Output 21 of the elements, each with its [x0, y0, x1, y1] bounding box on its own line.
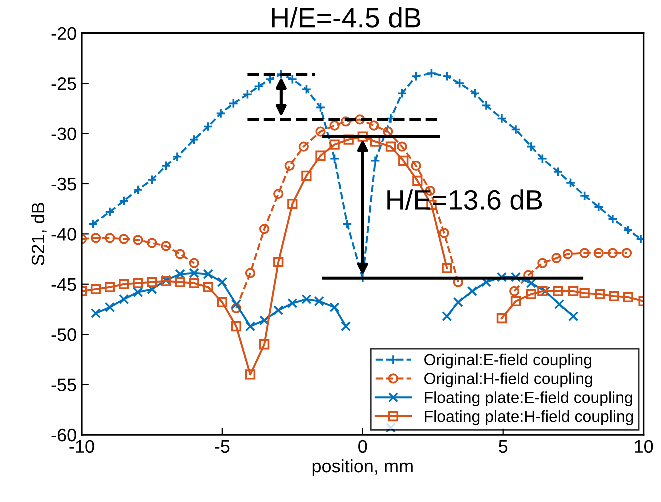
x-tick-label: -5	[215, 440, 230, 454]
legend-label: Original:H-field coupling	[424, 372, 592, 388]
x-tick-label: 5	[499, 440, 508, 454]
x-tick-label: -10	[70, 440, 94, 454]
legend-label: Floating plate:H-field coupling	[425, 410, 634, 426]
y-tick-label: -60	[52, 428, 76, 442]
x-axis-title: position, mm	[312, 459, 413, 476]
y-tick-label: -45	[52, 278, 76, 292]
legend-label: Floating plate:E-field coupling	[425, 392, 632, 407]
y-tick-label: -50	[52, 328, 76, 342]
y-tick-label: -35	[52, 178, 76, 191]
y-tick-label: -20	[52, 27, 76, 40]
y-tick-label: -40	[52, 228, 76, 241]
x-tick-label: 0	[358, 440, 368, 454]
y-tick-label: -25	[52, 78, 76, 90]
legend-label: Original:E-field coupling	[424, 354, 592, 369]
y-tick-label: -55	[52, 378, 76, 392]
y-tick-label: -30	[52, 128, 76, 141]
annotation: H/E=-4.5 dB	[272, 7, 421, 28]
x-tick-label: 10	[635, 440, 654, 454]
y-axis-title: S21, dB	[31, 203, 47, 266]
